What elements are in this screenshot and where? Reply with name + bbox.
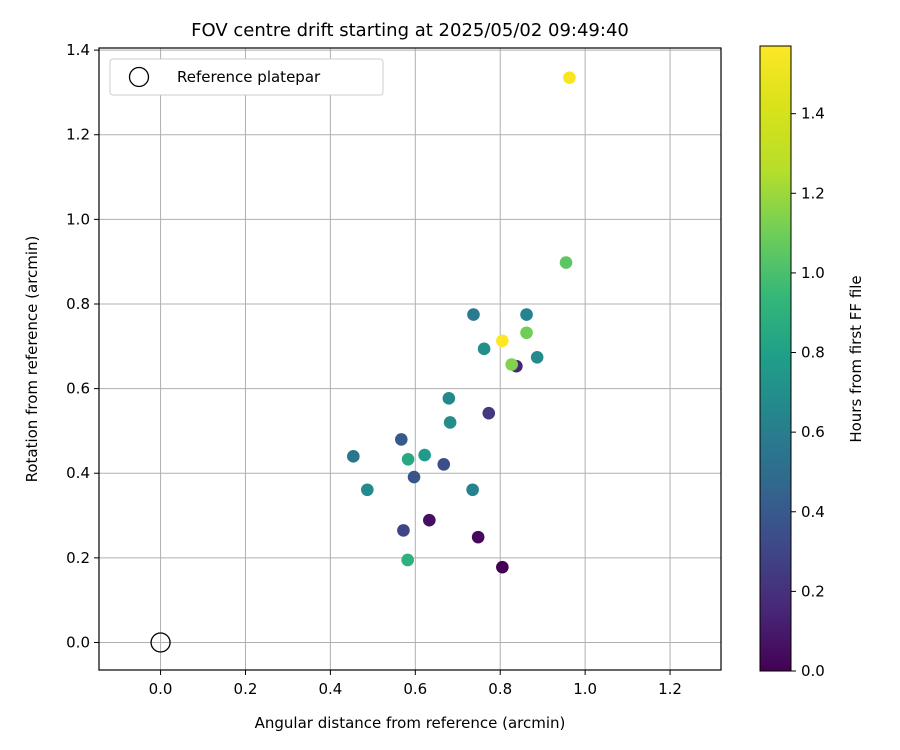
colorbar-tick-label: 0.0 [801, 662, 825, 680]
colorbar-tick-label: 1.4 [801, 105, 825, 123]
x-tick-label: 1.2 [658, 680, 682, 698]
colorbar-tick-label: 0.6 [801, 423, 825, 441]
data-point [505, 358, 518, 371]
x-tick-label: 0.4 [318, 680, 342, 698]
colorbar-tick-label: 1.2 [801, 184, 825, 202]
data-point [397, 524, 410, 537]
colorbar-tick-label: 0.2 [801, 582, 825, 600]
data-point [401, 452, 415, 466]
data-point [520, 308, 533, 321]
data-point [401, 553, 414, 567]
data-point [466, 483, 479, 497]
data-point [418, 448, 431, 462]
x-tick-label: 0.0 [149, 680, 173, 698]
colorbar-tick-label: 0.4 [801, 503, 825, 521]
data-point [423, 513, 436, 527]
x-axis-label: Angular distance from reference (arcmin) [255, 714, 566, 732]
y-tick-label: 1.0 [66, 210, 90, 228]
colorbar-tick-label: 1.0 [801, 264, 825, 282]
colorbar-label: Hours from first FF file [847, 275, 865, 442]
legend-label: Reference platepar [177, 68, 321, 86]
reference-marker [150, 632, 171, 653]
data-point [394, 433, 408, 446]
plot-frame [98, 47, 722, 671]
chart-title: FOV centre drift starting at 2025/05/02 … [191, 20, 629, 41]
y-tick-label: 0.8 [66, 295, 90, 313]
data-point [477, 342, 491, 356]
y-tick-label: 0.2 [66, 549, 90, 567]
data-point [437, 458, 451, 471]
y-tick-label: 0.4 [66, 464, 90, 482]
x-tick-label: 0.8 [488, 680, 512, 698]
y-tick-label: 1.4 [66, 41, 90, 59]
colorbar-gradient [760, 46, 791, 671]
y-tick-label: 0.0 [66, 633, 90, 651]
data-point [407, 470, 421, 484]
data-point [361, 483, 374, 497]
data-point [467, 308, 480, 321]
data-point [347, 450, 360, 463]
data-point [471, 530, 485, 544]
y-axis-ticks: 0.0 0.2 0.4 0.6 0.8 1.0 1.2 1.4 [66, 41, 99, 651]
data-point [496, 334, 509, 348]
y-tick-label: 1.2 [66, 126, 90, 144]
legend-marker-open-circle [128, 66, 150, 88]
x-axis-ticks: 0.0 0.2 0.4 0.6 0.8 1.0 1.2 [149, 670, 682, 698]
colorbar-frame [759, 45, 792, 672]
data-point [443, 416, 457, 429]
data-point [442, 392, 456, 405]
data-point [520, 326, 533, 340]
y-axis-label: Rotation from reference (arcmin) [23, 236, 41, 483]
colorbar-ticks: 0.0 0.2 0.4 0.6 0.8 1.0 1.2 1.4 [791, 105, 825, 680]
reference-platepar-point [150, 632, 171, 653]
x-tick-label: 0.2 [234, 680, 258, 698]
legend: Reference platepar [109, 58, 384, 96]
plot-background [99, 48, 721, 670]
data-point [530, 351, 544, 364]
data-point [482, 406, 496, 420]
plot-area: 0.0 0.2 0.4 0.6 0.8 1.0 1.2 0.0 0.2 0.4 0.6 0.8 1.0… [66, 41, 722, 698]
data-point [563, 71, 576, 84]
data-point [496, 560, 509, 574]
colorbar-tick-label: 0.8 [801, 344, 825, 362]
colorbar: 0.0 0.2 0.4 0.6 0.8 1.0 1.2 1.4 Hours from firs… [759, 45, 865, 680]
legend-box [109, 58, 384, 96]
y-tick-label: 0.6 [66, 380, 90, 398]
x-tick-label: 1.0 [573, 680, 597, 698]
data-point [559, 256, 573, 269]
data-points [347, 71, 576, 574]
x-tick-label: 0.6 [403, 680, 427, 698]
